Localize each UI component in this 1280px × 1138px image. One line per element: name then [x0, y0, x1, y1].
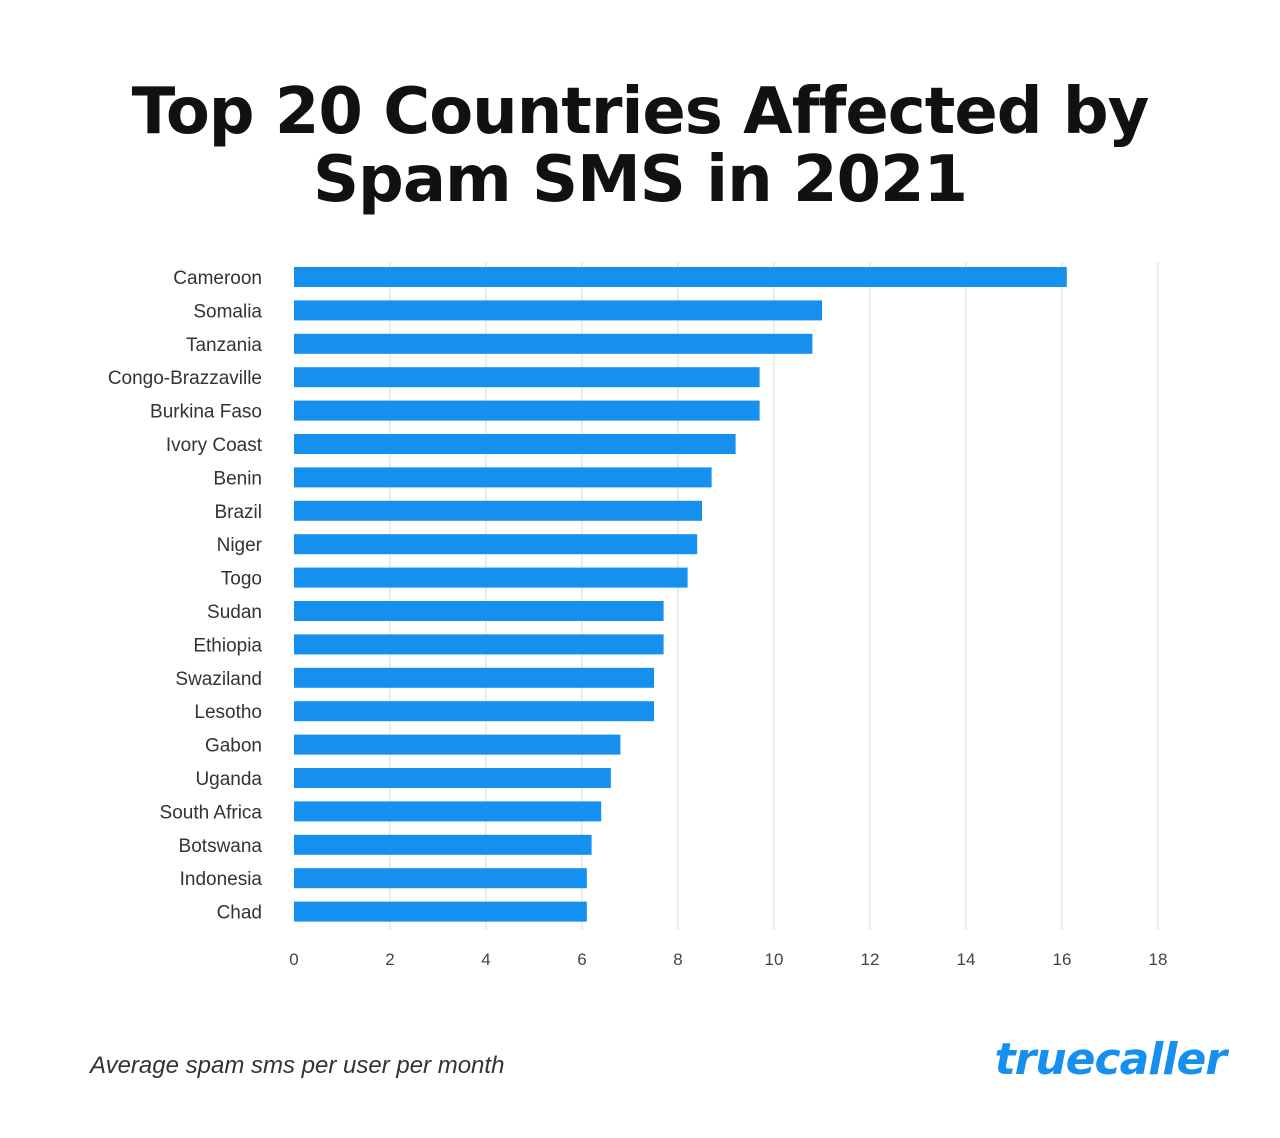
- category-label: South Africa: [160, 802, 263, 823]
- category-label: Niger: [217, 535, 263, 556]
- category-label: Uganda: [195, 769, 262, 790]
- bar-tanzania: [294, 333, 813, 354]
- bar-brazil: [294, 500, 702, 521]
- bar-benin: [294, 467, 712, 488]
- category-label: Lesotho: [194, 702, 262, 723]
- category-label: Botswana: [179, 836, 263, 857]
- bar-niger: [294, 534, 698, 555]
- bar-cameroon: [294, 267, 1067, 287]
- category-label: Brazil: [214, 502, 262, 523]
- gridlines: [389, 262, 1159, 930]
- bars: [294, 267, 1067, 922]
- category-label: Ethiopia: [193, 635, 262, 656]
- bar-ivory-coast: [294, 434, 736, 454]
- bar-togo: [294, 567, 688, 588]
- category-label: Burkina Faso: [150, 402, 262, 423]
- category-label: Sudan: [207, 602, 262, 623]
- x-tick-label: 16: [1053, 950, 1072, 969]
- x-tick-label: 12: [861, 950, 880, 969]
- bar-indonesia: [294, 868, 587, 889]
- category-label: Gabon: [205, 736, 262, 757]
- bar-chad: [294, 901, 587, 922]
- truecaller-logo: truecaller: [994, 1034, 1227, 1085]
- category-labels: Cameroon Somalia Tanzania Congo-Brazzaville…: [108, 268, 263, 924]
- bar-botswana: [294, 834, 592, 855]
- axis-caption: Average spam sms per user per month: [90, 1052, 505, 1079]
- bar-chart: Cameroon Somalia Tanzania Congo-Brazzaville…: [108, 262, 1167, 969]
- chart-title-line-2: Spam SMS in 2021: [312, 143, 968, 217]
- x-tick-label: 0: [289, 950, 298, 969]
- bar-uganda: [294, 768, 611, 788]
- category-label: Congo-Brazzaville: [108, 368, 262, 389]
- bar-ethiopia: [294, 634, 664, 655]
- x-axis-tick-labels: 0 2 4 6 8 10 12 14 16 18: [289, 950, 1167, 969]
- x-tick-label: 18: [1149, 950, 1168, 969]
- category-label: Chad: [217, 903, 262, 924]
- chart-title: Top 20 Countries Affected by Spam SMS in…: [0, 78, 1280, 214]
- x-tick-label: 4: [481, 950, 490, 969]
- x-tick-label: 14: [957, 950, 976, 969]
- bar-sudan: [294, 601, 664, 621]
- category-label: Swaziland: [175, 669, 262, 690]
- bar-somalia: [294, 300, 822, 321]
- category-label: Ivory Coast: [166, 435, 263, 456]
- bar-lesotho: [294, 701, 654, 722]
- chart-title-line-1: Top 20 Countries Affected by: [131, 75, 1150, 149]
- category-label: Cameroon: [173, 268, 262, 289]
- category-label: Somalia: [193, 301, 262, 322]
- x-tick-label: 2: [385, 950, 394, 969]
- category-label: Togo: [221, 569, 262, 590]
- x-tick-label: 10: [765, 950, 784, 969]
- bar-swaziland: [294, 667, 654, 688]
- x-tick-label: 8: [673, 950, 682, 969]
- category-label: Benin: [213, 468, 262, 489]
- bar-gabon: [294, 734, 621, 755]
- bar-burkina-faso: [294, 400, 760, 421]
- category-label: Tanzania: [186, 335, 262, 356]
- x-tick-label: 6: [577, 950, 586, 969]
- category-label: Indonesia: [180, 869, 263, 890]
- bar-south-africa: [294, 801, 602, 822]
- bar-congo-brazzaville: [294, 367, 760, 388]
